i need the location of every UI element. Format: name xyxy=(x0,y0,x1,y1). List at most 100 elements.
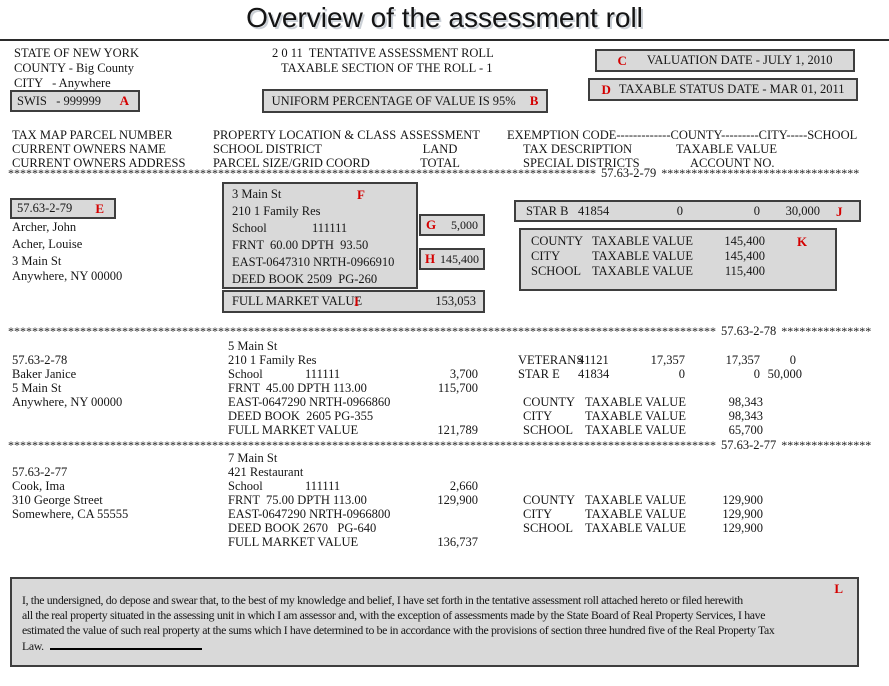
fmv-value: 153,053 xyxy=(435,294,476,308)
separator-1: ****************************************… xyxy=(8,167,881,179)
county-label: COUNTY - Big County xyxy=(14,61,135,75)
grid-coord: EAST-0647290 NRTH-0966800 xyxy=(228,507,391,521)
parcel-id: 57.63-2-77 xyxy=(12,465,68,479)
exemption-name: STAR E xyxy=(518,367,560,381)
certification-text-line: all the real property situated in the as… xyxy=(22,608,766,622)
separator-parcel-id: 57.63-2-79 xyxy=(601,167,657,179)
fmv-value: 136,737 xyxy=(437,535,478,549)
owner-name: Archer, John xyxy=(12,220,77,234)
col-header-exemption-code: EXEMPTION CODE-------------COUNTY-------… xyxy=(507,128,858,142)
annotation-b: B xyxy=(529,93,539,108)
separator-stars: ********************************* xyxy=(661,167,860,179)
col-header-tax-description: TAX DESCRIPTION xyxy=(523,142,633,156)
annotation-a: A xyxy=(119,93,129,108)
deed-book: DEED BOOK 2670 PG-640 xyxy=(228,521,377,535)
taxable-desc: TAXABLE VALUE xyxy=(585,521,686,535)
parcel-frontage: FRNT 45.00 DPTH 113.00 xyxy=(228,381,367,395)
taxable-status-label: TAXABLE STATUS DATE - MAR 01, 2011 xyxy=(618,82,845,96)
owner-address: Anywhere, NY 00000 xyxy=(12,395,123,409)
separator-parcel-id: 57.63-2-78 xyxy=(721,325,777,337)
parcel-frontage: FRNT 60.00 DPTH 93.50 xyxy=(232,238,369,252)
owner-name: Cook, Ima xyxy=(12,479,65,493)
taxable-desc: TAXABLE VALUE xyxy=(592,234,693,248)
exemption-county-value: 0 xyxy=(676,204,683,218)
col-header-account-no: ACCOUNT NO. xyxy=(690,156,775,170)
property-street: 5 Main St xyxy=(228,339,278,353)
separator-3: ****************************************… xyxy=(8,439,881,451)
certification-text-line: estimated the value of such real propert… xyxy=(22,623,775,637)
title-divider xyxy=(0,39,889,41)
col-header-special-districts: SPECIAL DISTRICTS xyxy=(523,156,640,170)
fmv-label: FULL MARKET VALUE xyxy=(228,423,359,437)
taxable-label: SCHOOL xyxy=(523,521,574,535)
taxable-label: CITY xyxy=(523,409,553,423)
property-location-box: 3 Main St F 210 1 Family Res School 1111… xyxy=(222,182,418,289)
col-header-owners-address: CURRENT OWNERS ADDRESS xyxy=(12,156,186,170)
property-class: 210 1 Family Res xyxy=(228,353,317,367)
parcel-id-box: 57.63-2-79 E xyxy=(10,198,116,219)
exemption-name: VETERANS xyxy=(518,353,584,367)
school-label: School xyxy=(228,367,263,381)
total-value: 145,400 xyxy=(440,251,479,266)
total-value-box: H 145,400 xyxy=(419,248,485,270)
col-header-taxable-value: TAXABLE VALUE xyxy=(676,142,777,156)
taxable-value: 129,900 xyxy=(722,493,763,507)
col-header-owners-name: CURRENT OWNERS NAME xyxy=(12,142,166,156)
taxable-label: CITY xyxy=(531,249,561,263)
taxable-desc: TAXABLE VALUE xyxy=(592,264,693,278)
separator-parcel-id: 57.63-2-77 xyxy=(721,439,777,451)
full-market-value-box: FULL MARKET VALUE I 153,053 xyxy=(222,290,485,313)
annotation-d: D xyxy=(601,81,611,97)
parcel-frontage: FRNT 75.00 DPTH 113.00 xyxy=(228,493,367,507)
property-class: 210 1 Family Res xyxy=(232,204,321,218)
fmv-label: FULL MARKET VALUE xyxy=(228,535,359,549)
taxable-label: COUNTY xyxy=(523,395,576,409)
taxable-value: 98,343 xyxy=(728,409,763,423)
exemption-box: STAR B 41854 0 0 30,000 J xyxy=(514,200,861,222)
parcel-id: 57.63-2-79 xyxy=(17,201,73,215)
exemption-school-value: 50,000 xyxy=(767,367,802,381)
annotation-c: C xyxy=(617,52,627,68)
taxable-values-box: COUNTY TAXABLE VALUE 145,400 K CITY TAXA… xyxy=(519,228,837,291)
land-value: 2,660 xyxy=(449,479,478,493)
school-code: 111111 xyxy=(305,367,341,381)
taxable-label: COUNTY xyxy=(523,493,576,507)
exemption-county-value: 17,357 xyxy=(650,353,685,367)
annotation-f: F xyxy=(357,187,365,202)
signature-line xyxy=(49,639,202,650)
swis-box: SWIS - 999999 A xyxy=(10,90,140,112)
annotation-g: G xyxy=(426,217,437,232)
col-header-parcel-size: PARCEL SIZE/GRID COORD xyxy=(213,156,370,170)
fmv-label: FULL MARKET VALUE xyxy=(232,294,363,308)
taxable-value: 98,343 xyxy=(728,395,763,409)
exemption-school-value: 30,000 xyxy=(785,204,820,218)
taxable-value: 65,700 xyxy=(728,423,763,437)
page-title: Overview of the assessment roll xyxy=(246,2,643,33)
roll-title-line1: 2 0 11 TENTATIVE ASSESSMENT ROLL xyxy=(272,46,494,60)
grid-coord: EAST-0647310 NRTH-0966910 xyxy=(232,255,395,269)
city-label: CITY - Anywhere xyxy=(14,76,111,90)
annotation-j: J xyxy=(836,204,843,219)
valuation-date-label: VALUATION DATE - JULY 1, 2010 xyxy=(646,53,833,67)
land-value: 3,700 xyxy=(449,367,478,381)
col-header-school-district: SCHOOL DISTRICT xyxy=(213,142,322,156)
swis-label: SWIS - 999999 xyxy=(17,93,102,108)
col-header-parcel-number: TAX MAP PARCEL NUMBER xyxy=(12,128,173,142)
separator-stars: ****************************************… xyxy=(8,167,596,179)
property-street: 7 Main St xyxy=(228,451,278,465)
land-value: 5,000 xyxy=(451,217,478,232)
taxable-value: 115,400 xyxy=(724,264,765,278)
taxable-value: 129,900 xyxy=(722,507,763,521)
total-value: 129,900 xyxy=(437,493,478,507)
parcel-id: 57.63-2-78 xyxy=(12,353,68,367)
exemption-code: 41121 xyxy=(578,353,609,367)
uniform-percentage-label: UNIFORM PERCENTAGE OF VALUE IS 95% xyxy=(271,93,516,108)
col-header-land: LAND xyxy=(422,142,458,156)
annotation-l: L xyxy=(834,581,843,596)
taxable-label: COUNTY xyxy=(531,234,584,248)
land-value-box: G 5,000 xyxy=(419,214,485,236)
taxable-desc: TAXABLE VALUE xyxy=(585,395,686,409)
valuation-date-box: C VALUATION DATE - JULY 1, 2010 xyxy=(595,49,855,72)
taxable-label: SCHOOL xyxy=(523,423,574,437)
